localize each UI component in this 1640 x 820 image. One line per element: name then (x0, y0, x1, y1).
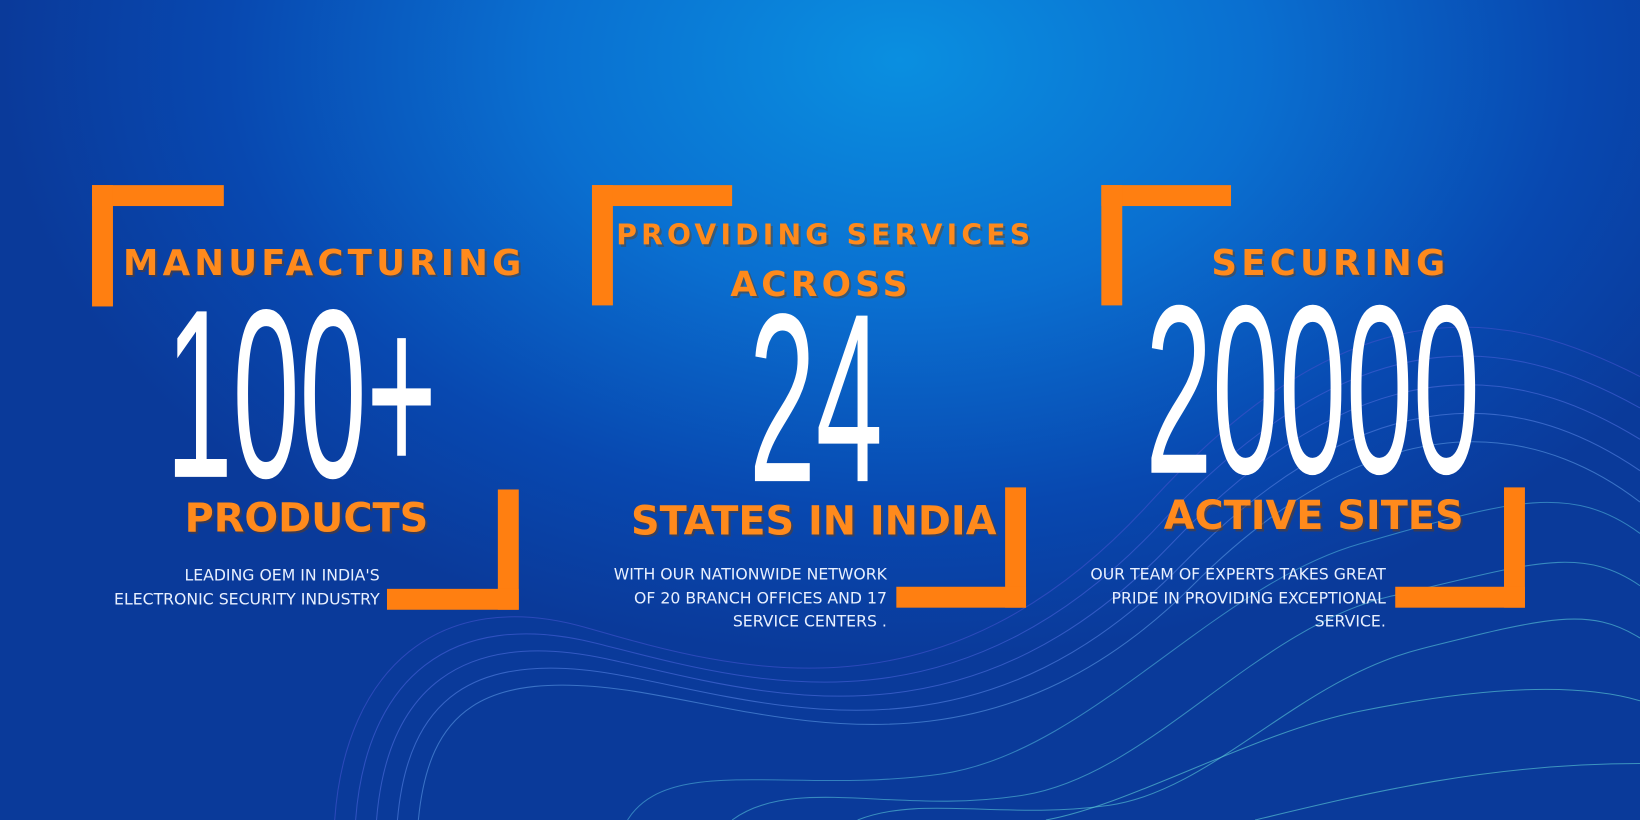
bracket (591, 185, 733, 207)
bracket (591, 185, 613, 306)
bracket (386, 588, 519, 610)
heading: MANUFACTURING (122, 242, 526, 285)
description: ELECTRONIC SECURITY INDUSTRY (114, 589, 380, 609)
description: LEADING OEM IN INDIA'S (184, 565, 380, 585)
heading: PROVIDING SERVICES (616, 219, 1035, 253)
stat-label: PRODUCTS (184, 494, 429, 541)
stat-number: 20000 (1145, 255, 1480, 524)
description: SERVICE CENTERS . (732, 611, 887, 631)
bracket (92, 185, 224, 207)
bracket (1101, 185, 1123, 306)
description: SERVICE. (1314, 611, 1386, 631)
bracket (1395, 586, 1525, 608)
stat-label: STATES IN INDIA (630, 497, 997, 544)
stat-number: 100+ (165, 259, 437, 529)
bracket (497, 489, 519, 610)
heading: SECURING (1211, 242, 1450, 285)
description: OF 20 BRANCH OFFICES AND 17 (634, 588, 887, 608)
stat-number: 24 (748, 263, 883, 533)
heading: ACROSS (730, 263, 912, 305)
description: WITH OUR NATIONWIDE NETWORK (613, 564, 887, 584)
bracket (92, 185, 113, 307)
stat-label: ACTIVE SITES (1163, 492, 1464, 539)
description: OUR TEAM OF EXPERTS TAKES GREAT (1090, 564, 1386, 584)
bracket (896, 586, 1027, 608)
bracket (1005, 487, 1027, 608)
description: PRIDE IN PROVIDING EXCEPTIONAL (1111, 588, 1386, 608)
bracket (1504, 487, 1525, 608)
bracket (1101, 185, 1232, 207)
